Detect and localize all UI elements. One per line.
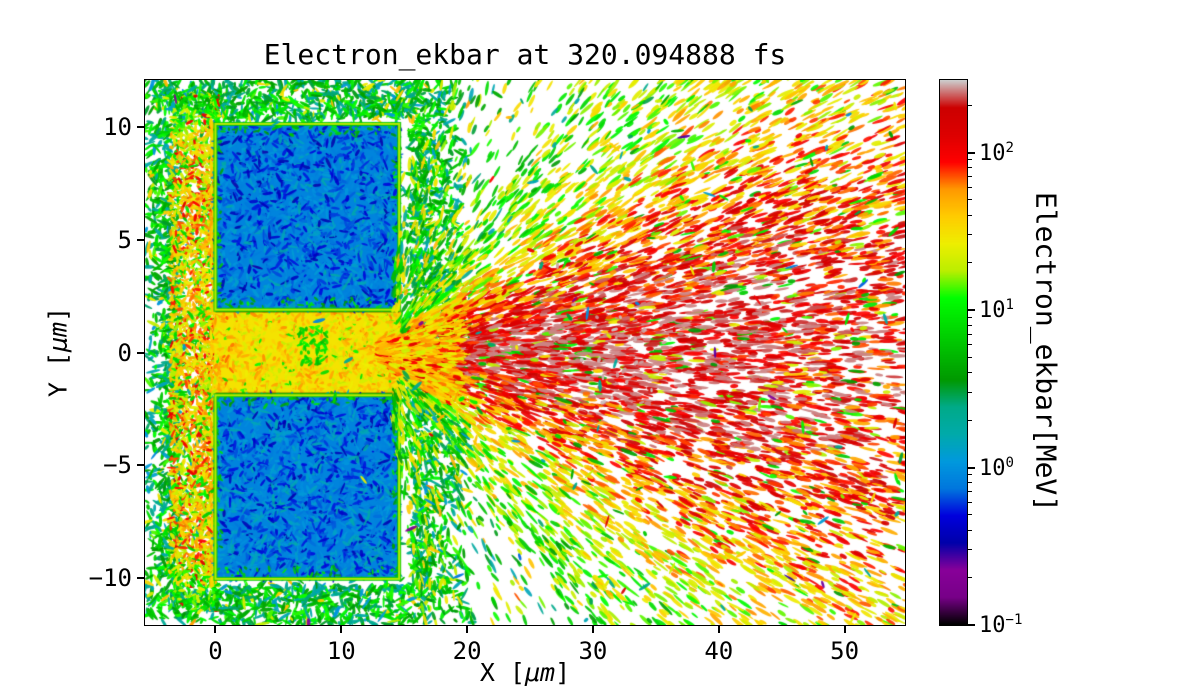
colorbar-minor-tick [968,491,972,493]
colorbar-minor-tick [968,419,972,421]
colorbar-minor-tick [968,199,972,201]
x-axis-label: X [μm] [145,658,905,687]
y-tick-label: −5 [103,451,132,480]
colorbar-tick [968,309,975,312]
colorbar-tick-label: 101 [979,296,1014,324]
colorbar-minor-tick [968,214,972,216]
x-tick [843,626,846,633]
plot-canvas [145,80,905,625]
colorbar-minor-tick [968,372,972,374]
colorbar-tick [968,466,975,469]
colorbar-minor-tick [968,104,972,106]
colorbar-minor-tick [968,324,972,326]
plot-area [144,79,906,626]
colorbar-minor-tick [968,187,972,188]
x-tick-label: 50 [830,637,860,665]
colorbar-minor-tick [968,529,972,531]
y-tick-label: 10 [103,113,132,142]
colorbar-minor-tick [968,159,972,161]
y-tick [137,351,144,354]
x-tick-label: 30 [578,637,608,665]
x-axis-unit: μm [524,658,556,687]
x-tick-label: 0 [208,637,223,665]
colorbar-minor-tick [968,391,972,393]
x-tick [717,626,720,633]
colorbar-minor-tick [968,474,972,476]
y-axis-label: Y [μm] [44,307,73,397]
colorbar-tick-label: 102 [979,139,1014,166]
colorbar-minor-tick [968,234,972,236]
colorbar-tick-label: 100 [979,454,1014,481]
y-axis-label-text: Y [ [43,352,73,398]
colorbar-minor-tick [968,356,972,358]
x-tick [214,626,217,633]
y-tick-label: 0 [117,338,132,367]
colorbar-minor-tick [968,577,972,579]
colorbar-tick-label: 10−1 [979,611,1023,639]
colorbar [939,79,968,626]
colorbar-tick [968,151,975,154]
x-tick [591,626,594,633]
x-tick-label: 10 [326,637,356,665]
y-axis-unit: μm [43,321,73,353]
colorbar-canvas [940,80,967,625]
colorbar-minor-tick [968,262,972,264]
colorbar-minor-tick [968,514,972,516]
colorbar-minor-tick [968,333,972,335]
colorbar-minor-tick [968,482,972,484]
x-axis-label-close: ] [555,658,571,687]
y-tick [137,126,144,129]
x-axis-label-text: X [ [479,658,525,687]
x-tick-label: 40 [704,637,734,665]
y-axis-label-close: ] [43,306,73,322]
colorbar-minor-tick [968,316,972,318]
y-tick-label: 5 [117,225,132,254]
colorbar-minor-tick [968,176,972,178]
colorbar-minor-tick [968,549,972,551]
chart-title: Electron_ekbar at 320.094888 fs [263,38,787,71]
y-tick [137,464,144,467]
colorbar-minor-tick [968,344,972,346]
colorbar-minor-tick [968,167,972,169]
y-tick [137,238,144,241]
colorbar-tick [968,624,975,626]
x-tick [466,626,469,633]
x-tick [340,626,343,633]
y-tick [137,576,144,579]
y-tick-label: −10 [88,563,132,592]
colorbar-minor-tick [968,501,972,503]
x-tick-label: 20 [452,637,482,665]
colorbar-label: Electron_ekbar[MeV] [1029,191,1063,513]
